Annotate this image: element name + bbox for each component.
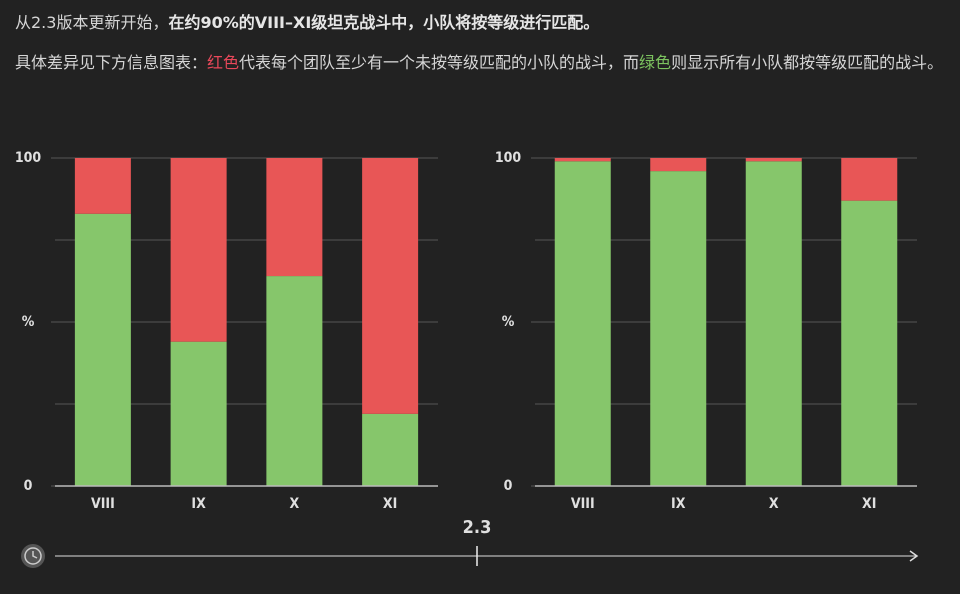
x-tick-label: X — [290, 496, 300, 512]
text-red: 红色 — [207, 53, 240, 72]
timeline-arrow — [909, 550, 919, 562]
text: 具体差异见下方信息图表： — [15, 53, 208, 72]
text: 则显示所有小队都按等级匹配的战斗。 — [671, 53, 944, 72]
timeline-label: 2.3 — [463, 517, 492, 538]
bar-segment — [266, 276, 323, 486]
y-tick-label: 0 — [24, 478, 33, 494]
text: 从2.3版本更新开始， — [15, 13, 169, 32]
y-tick-label: % — [502, 314, 515, 330]
x-tick-label: IX — [671, 496, 686, 512]
intro: 从2.3版本更新开始，在约90%的VIII–XI级坦克战斗中，小队将按等级进行匹… — [15, 10, 950, 90]
x-tick-label: VIII — [91, 496, 115, 512]
bar-segment — [266, 158, 323, 277]
clock-icon — [21, 544, 45, 568]
y-tick-label: 100 — [495, 150, 522, 166]
bar-segment — [841, 158, 898, 201]
bar-segment — [170, 341, 227, 486]
x-tick-label: X — [769, 496, 779, 512]
bar-segment — [170, 158, 227, 342]
intro-line: 具体差异见下方信息图表：红色代表每个团队至少有一个未按等级匹配的小队的战斗，而绿… — [15, 50, 950, 76]
text-bold: 在约90%的VIII–XI级坦克战斗中，小队将按等级进行匹配。 — [168, 13, 600, 32]
y-tick-label: 0 — [504, 478, 513, 494]
bar-segment — [554, 161, 611, 486]
bar-segment — [650, 158, 707, 172]
x-tick-label: XI — [383, 496, 397, 512]
bar-segment — [745, 161, 802, 486]
intro-line: 从2.3版本更新开始，在约90%的VIII–XI级坦克战斗中，小队将按等级进行匹… — [15, 10, 950, 36]
x-tick-label: VIII — [571, 496, 595, 512]
y-tick-label: % — [22, 314, 35, 330]
y-tick-label: 100 — [15, 150, 42, 166]
bar-segment — [74, 213, 131, 486]
bar-segment — [554, 158, 611, 162]
bar-segment — [362, 413, 419, 486]
bar-segment — [841, 200, 898, 486]
text-green: 绿色 — [639, 53, 672, 72]
x-tick-label: XI — [862, 496, 876, 512]
x-tick-label: IX — [191, 496, 206, 512]
text: 代表每个团队至少有一个未按等级匹配的小队的战斗，而 — [239, 53, 640, 72]
bar-segment — [650, 171, 707, 486]
bar-segment — [745, 158, 802, 162]
bar-segment — [74, 158, 131, 214]
bar-segment — [362, 158, 419, 414]
